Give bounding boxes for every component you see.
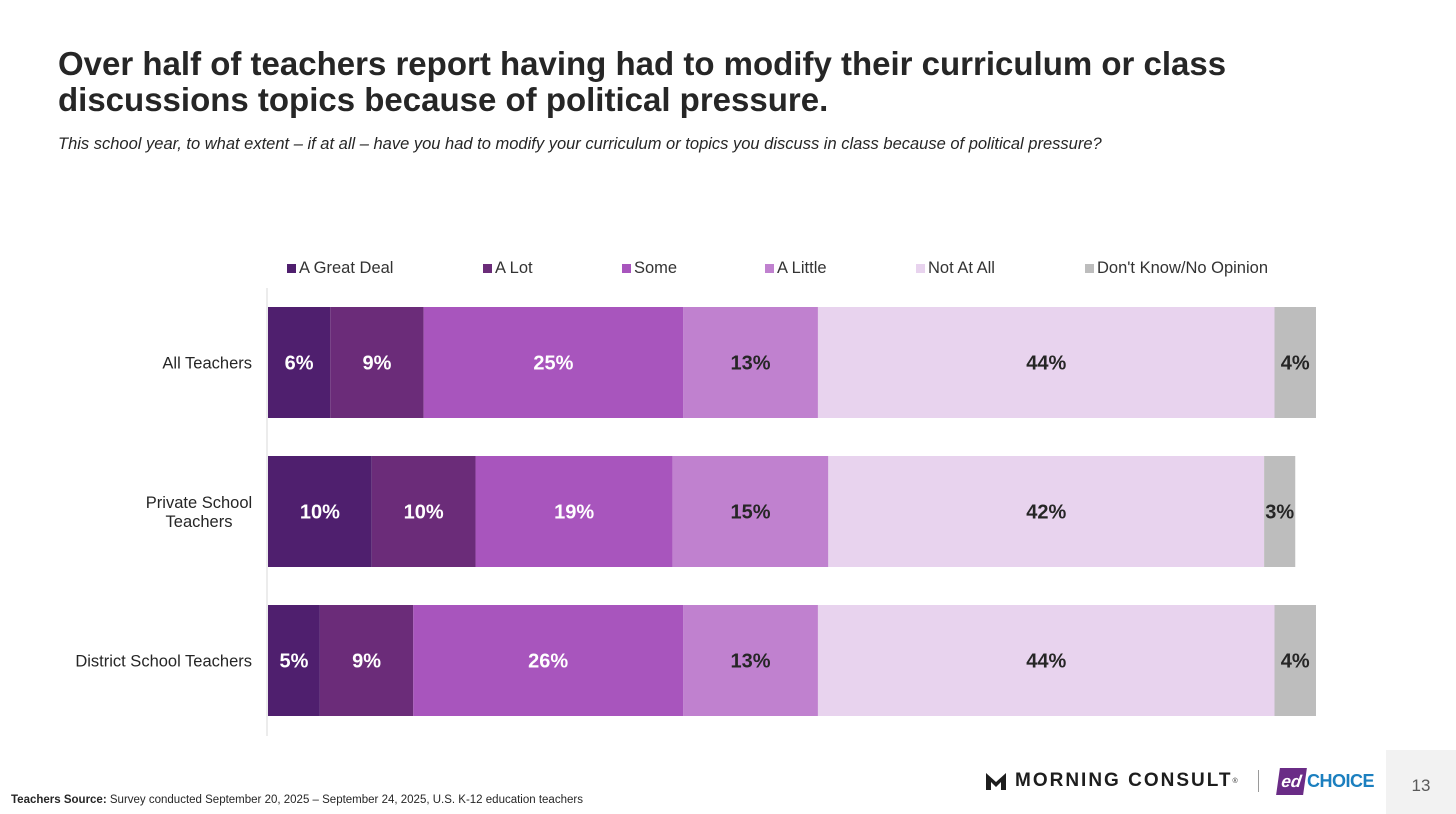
morning-consult-wordmark: MORNING CONSULT (1015, 770, 1233, 791)
bar-value-label: 6% (285, 353, 314, 375)
bar-segment (683, 605, 818, 716)
legend-item: A Little (765, 259, 827, 278)
legend-swatch (622, 264, 631, 273)
bar-value-label: 5% (279, 651, 308, 673)
bar-value-label: 26% (528, 651, 568, 673)
legend-label: Some (634, 259, 678, 277)
bar-value-label: 13% (730, 651, 770, 673)
bar-value-label: 9% (352, 651, 381, 673)
legend-label: Don't Know/No Opinion (1097, 259, 1268, 277)
legend-label: A Great Deal (299, 259, 394, 277)
bar-value-label: 44% (1026, 353, 1066, 375)
logo-divider (1258, 770, 1259, 792)
bar-segment (330, 307, 424, 418)
page-number-box: 13 (1386, 750, 1456, 814)
bar-segment (1274, 605, 1316, 716)
bar-value-label: 15% (730, 502, 770, 524)
bar-value-label: 4% (1281, 651, 1310, 673)
bar-segment (828, 456, 1265, 567)
bar-segment (268, 307, 331, 418)
legend-swatch (1085, 264, 1094, 273)
legend-label: A Little (777, 259, 827, 277)
bar-segment (817, 605, 1275, 716)
bar-value-label: 10% (300, 502, 340, 524)
legend-item: A Great Deal (287, 259, 393, 278)
legend-swatch (916, 264, 925, 273)
legend-swatch (483, 264, 492, 273)
morning-consult-logo: MORNING CONSULT ® (985, 770, 1238, 792)
bar-value-label: 4% (1281, 353, 1310, 375)
bar-segment (817, 307, 1275, 418)
bar-value-label: 42% (1026, 502, 1066, 524)
bar-segment (672, 456, 829, 567)
edchoice-logo: ed CHOICE (1276, 768, 1375, 795)
bar-segment (683, 307, 818, 418)
bar-value-label: 25% (533, 353, 573, 375)
bar-segment (319, 605, 414, 716)
legend-item: A Lot (483, 259, 533, 278)
bar-value-label: 44% (1026, 651, 1066, 673)
bar-segment (1274, 307, 1316, 418)
legend-label: Not At All (928, 259, 995, 277)
bar-segment (475, 456, 673, 567)
source-label: Teachers Source: (11, 794, 107, 806)
bar-value-label: 9% (362, 353, 391, 375)
survey-question: This school year, to what extent – if at… (58, 135, 1102, 153)
bar-segment (413, 605, 684, 716)
source-note: Teachers Source: Survey conducted Septem… (11, 794, 583, 806)
source-text: Survey conducted September 20, 2025 – Se… (109, 794, 583, 806)
category-label: Private School Teachers (146, 494, 252, 531)
edchoice-wordmark: CHOICE (1307, 771, 1375, 791)
morning-consult-m-icon (986, 773, 1006, 790)
bar-segment (268, 605, 320, 716)
page-number: 13 (1411, 776, 1431, 795)
category-label: All Teachers (162, 355, 252, 373)
legend-item: Not At All (916, 259, 995, 278)
bar-value-label: 3% (1265, 502, 1294, 524)
bar-segment (423, 307, 684, 418)
legend-label: A Lot (495, 259, 533, 277)
bar-value-label: 19% (554, 502, 594, 524)
bar-value-label: 13% (730, 353, 770, 375)
bar-segment (268, 456, 372, 567)
legend-swatch (287, 264, 296, 273)
category-label: District School Teachers (75, 653, 252, 671)
legend-item: Don't Know/No Opinion (1085, 259, 1268, 278)
bar-value-label: 10% (404, 502, 444, 524)
bar-segment (1264, 456, 1296, 567)
legend-swatch (765, 264, 774, 273)
legend-item: Some (622, 259, 677, 278)
slide-title: Over half of teachers report having had … (58, 45, 1227, 118)
bar-segment (371, 456, 476, 567)
edchoice-mark: ed (1276, 768, 1307, 795)
